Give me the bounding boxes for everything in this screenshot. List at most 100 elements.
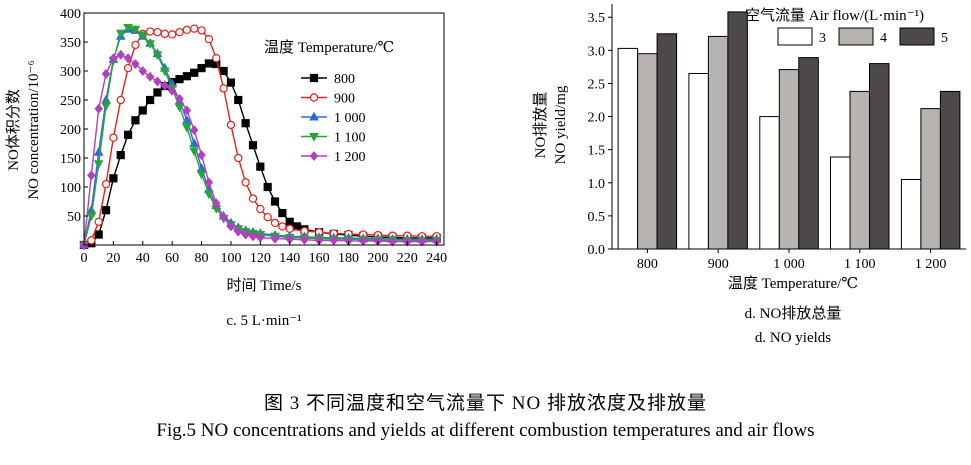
bar-bar5 bbox=[939, 90, 961, 250]
line-y-axis-label-cn: NO体积分数 bbox=[5, 89, 22, 171]
data-point bbox=[101, 206, 111, 215]
data-point bbox=[197, 64, 206, 73]
bar-x-ticks: 800 900 1 000 1 100 1 200 bbox=[637, 249, 946, 272]
bar-y-tick-label: 3.0 bbox=[588, 44, 606, 59]
line-x-tick-label: 180 bbox=[338, 251, 359, 266]
data-point bbox=[123, 130, 133, 139]
data-point bbox=[278, 222, 287, 231]
bar-legend-swatch-bar5 bbox=[899, 27, 935, 46]
line-y-ticks: 50 100 150 200 250 300 350 400 bbox=[60, 7, 88, 225]
data-point bbox=[152, 51, 163, 60]
bar-y-tick-label: 2.0 bbox=[588, 111, 606, 126]
data-point bbox=[153, 88, 162, 97]
bar-y-ticks: 0.0 0.5 1.0 1.5 2.0 2.5 3.0 3.5 bbox=[588, 11, 612, 258]
data-point bbox=[248, 141, 258, 150]
series-s800 bbox=[79, 59, 441, 250]
data-point bbox=[160, 80, 170, 91]
line-y-tick-label: 400 bbox=[60, 7, 81, 22]
figure-caption-cn: 图 3 不同温度和空气流量下 NO 排放浓度及排放量 bbox=[264, 393, 707, 414]
data-point bbox=[204, 59, 213, 68]
bar-bar4 bbox=[637, 53, 658, 250]
data-point bbox=[197, 150, 206, 161]
data-point bbox=[190, 68, 199, 77]
series-line-s800 bbox=[83, 62, 437, 246]
data-point bbox=[270, 233, 280, 244]
data-point bbox=[285, 217, 294, 226]
bar-bar4 bbox=[778, 69, 800, 250]
line-y-axis-label-en: NO concentration/10⁻⁶ bbox=[26, 60, 42, 199]
data-point bbox=[270, 197, 280, 206]
bar-x-tick-label: 1 200 bbox=[915, 257, 947, 272]
legend-label-s1100: 1 100 bbox=[334, 131, 366, 146]
data-point bbox=[204, 177, 214, 188]
line-series-group bbox=[79, 24, 442, 251]
data-point bbox=[93, 160, 104, 170]
data-point bbox=[123, 63, 133, 73]
data-point bbox=[116, 151, 125, 160]
bar-legend: 空气流量 Air flow/(L·min⁻¹) 3 4 5 bbox=[745, 7, 948, 46]
data-point bbox=[234, 153, 243, 163]
data-point bbox=[417, 236, 427, 247]
bar-x-axis-label: 温度 Temperature/℃ bbox=[728, 275, 858, 292]
data-point bbox=[182, 123, 192, 133]
data-point bbox=[241, 229, 250, 240]
line-legend-title: 温度 Temperature/℃ bbox=[264, 39, 394, 56]
data-point bbox=[175, 75, 184, 84]
bar-bar3 bbox=[759, 116, 780, 250]
line-x-axis-label: 时间 Time/s bbox=[227, 277, 302, 294]
data-point bbox=[101, 68, 111, 79]
bar-panel-label-en: d. NO yields bbox=[755, 330, 831, 346]
data-point bbox=[278, 209, 287, 218]
line-y-tick-label: 350 bbox=[60, 36, 81, 51]
bar-x-tick-label: 1 100 bbox=[844, 257, 876, 272]
bar-x-tick-label: 900 bbox=[708, 257, 729, 272]
data-point bbox=[101, 179, 111, 189]
data-point bbox=[189, 147, 200, 157]
data-point bbox=[219, 66, 228, 76]
legend-marker-s800 bbox=[309, 73, 319, 83]
legend-marker-s900 bbox=[309, 93, 319, 102]
data-point bbox=[131, 59, 140, 70]
data-point bbox=[256, 204, 265, 214]
data-point bbox=[248, 194, 258, 203]
data-point bbox=[123, 53, 133, 64]
data-point bbox=[131, 40, 140, 50]
data-point bbox=[211, 198, 221, 209]
data-point bbox=[204, 34, 214, 44]
data-point bbox=[101, 102, 111, 112]
data-point bbox=[94, 103, 103, 114]
bar-legend-label-bar5: 5 bbox=[941, 31, 948, 46]
bar-bar3 bbox=[688, 73, 709, 250]
data-point bbox=[160, 29, 170, 39]
data-point bbox=[159, 67, 170, 77]
data-point bbox=[153, 27, 162, 37]
data-point bbox=[130, 25, 141, 35]
legend-label-s900: 900 bbox=[334, 92, 355, 107]
data-point bbox=[248, 231, 258, 242]
data-point bbox=[196, 170, 207, 180]
data-point bbox=[175, 93, 184, 104]
series-line-s1200 bbox=[83, 54, 437, 246]
legend-marker-s1000 bbox=[309, 111, 319, 121]
series-s900 bbox=[79, 24, 441, 250]
bar-y-tick-label: 2.5 bbox=[588, 77, 606, 92]
data-point bbox=[182, 105, 192, 116]
bar-x-tick-label: 1 000 bbox=[773, 257, 805, 272]
data-point bbox=[138, 66, 148, 76]
data-point bbox=[145, 40, 155, 49]
line-x-tick-label: 120 bbox=[250, 251, 271, 266]
bar-chart: 0.0 0.5 1.0 1.5 2.0 2.5 3.0 3.5 800 900 1 000 1 10… bbox=[532, 4, 966, 346]
line-x-tick-label: 220 bbox=[397, 251, 418, 266]
bar-bar4 bbox=[707, 35, 729, 250]
figure-caption-en: Fig.5 NO concentrations and yields at di… bbox=[156, 420, 815, 441]
data-point bbox=[175, 27, 184, 37]
data-point bbox=[226, 221, 236, 232]
legend-marker-s1100 bbox=[309, 133, 319, 142]
data-point bbox=[300, 234, 309, 245]
data-point bbox=[94, 230, 103, 239]
data-point bbox=[138, 106, 147, 115]
line-x-ticks: 0 20 40 60 80 100 120 140 160 180 200 220 240 bbox=[81, 241, 447, 266]
data-point bbox=[153, 76, 162, 87]
data-point bbox=[226, 120, 236, 130]
data-point bbox=[116, 95, 125, 105]
